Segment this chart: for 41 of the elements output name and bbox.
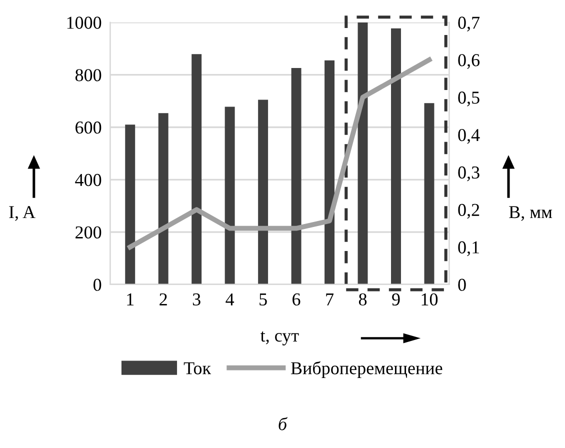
y-tick-label: 400 xyxy=(75,174,102,186)
y2-tick-label: 0,6 xyxy=(458,54,480,69)
x-tick-label: 4 xyxy=(226,293,234,306)
x-tick-label: 1 xyxy=(127,293,134,306)
bar xyxy=(391,28,401,284)
bar xyxy=(324,60,335,284)
bar xyxy=(224,106,235,284)
y-tick-label: 0 xyxy=(94,278,102,291)
bar xyxy=(192,54,202,284)
x-tick-label: 3 xyxy=(192,293,200,306)
x-axis-title: t, сут xyxy=(260,331,299,346)
bar xyxy=(125,124,136,284)
y-tick-label: 600 xyxy=(76,121,102,134)
legend-label: Ток xyxy=(184,362,212,374)
y2-tick-label: 0,1 xyxy=(458,241,479,256)
x-tick-label: 6 xyxy=(292,293,300,306)
x-tick-label: 8 xyxy=(358,293,367,306)
y2-tick-label: 0,4 xyxy=(458,128,480,144)
line-series xyxy=(128,57,432,250)
y2-tick-label: 0,2 xyxy=(458,204,480,219)
x-tick-label: 7 xyxy=(326,294,334,306)
bar xyxy=(358,22,368,284)
x-tick-label: 10 xyxy=(422,293,438,306)
y2-axis-title: B, мм xyxy=(509,206,552,221)
bar xyxy=(424,103,434,284)
y2-tick-label: 0,5 xyxy=(458,92,480,106)
legend-label: Виброперемещение xyxy=(290,361,442,378)
text: б xyxy=(278,417,288,430)
x-tick-label: 5 xyxy=(260,294,267,306)
x-tick-label: 9 xyxy=(392,293,400,306)
y2-tick-label: 0 xyxy=(458,278,466,291)
y-tick-label: 1000 xyxy=(67,16,102,29)
y-tick-label: 200 xyxy=(76,226,102,239)
bar xyxy=(258,100,268,284)
y2-tick-label: 0,7 xyxy=(458,16,480,32)
y-axis-title: I, A xyxy=(9,206,36,221)
bar xyxy=(158,113,168,284)
y-tick-label: 800 xyxy=(75,69,102,82)
y2-tick-label: 0,3 xyxy=(458,166,480,182)
bar xyxy=(291,68,302,284)
x-tick-label: 2 xyxy=(160,293,167,306)
